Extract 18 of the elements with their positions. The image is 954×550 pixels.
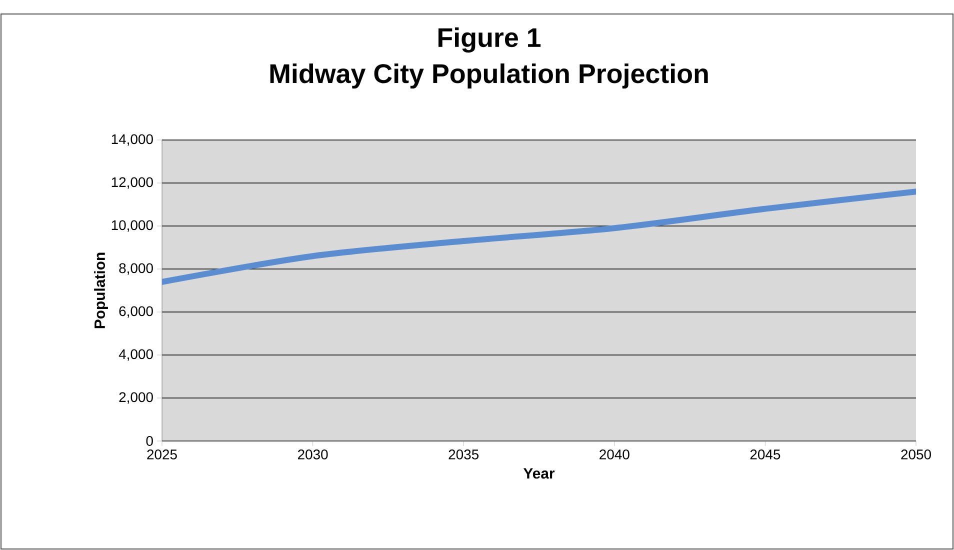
y-tick-label: 10,000 [112,220,153,232]
x-tick-label: 2045 [750,450,780,460]
chart-title: Figure 1 [438,27,541,53]
y-tick-label: 4,000 [118,349,153,361]
y-tick-label: 14,000 [112,134,153,146]
y-axis-title: Population [94,252,108,328]
x-tick-label: 2035 [448,450,479,460]
y-tick-label: 0 [146,436,153,446]
y-tick-label: 8,000 [119,263,153,275]
y-tick-label: 12,000 [112,177,153,189]
chart-subtitle: Midway City Population Projection [270,63,708,89]
x-tick-label: 2025 [147,450,177,460]
x-tick-label: 2040 [600,450,630,460]
y-tick-label: 2,000 [119,392,153,404]
x-tick-label: 2030 [298,450,328,460]
y-tick-label: 6,000 [119,306,153,318]
x-tick-label: 2050 [901,450,931,460]
x-axis-title: Year [523,468,555,479]
